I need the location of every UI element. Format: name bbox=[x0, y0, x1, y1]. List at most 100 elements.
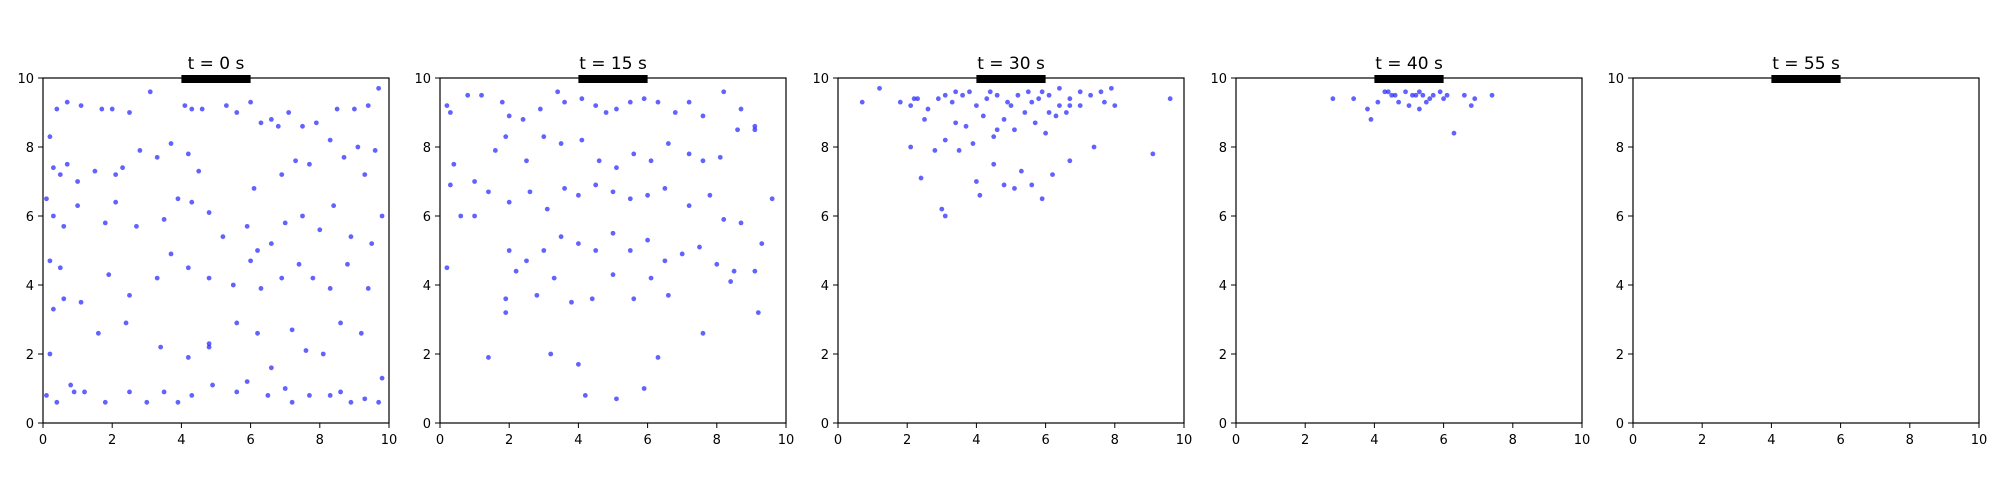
data-point bbox=[1039, 89, 1045, 95]
y-tick-label: 0 bbox=[423, 417, 431, 432]
data-point bbox=[355, 144, 361, 150]
y-tick-label: 6 bbox=[1616, 210, 1624, 225]
data-point bbox=[1451, 130, 1457, 136]
data-point bbox=[472, 213, 477, 219]
data-point bbox=[379, 375, 385, 381]
data-point bbox=[562, 186, 567, 191]
data-point bbox=[210, 382, 215, 388]
data-point bbox=[189, 393, 195, 398]
data-point bbox=[50, 306, 56, 312]
data-point bbox=[369, 241, 375, 247]
data-point bbox=[327, 393, 333, 398]
data-point bbox=[1091, 144, 1097, 150]
data-point bbox=[185, 151, 191, 157]
data-point bbox=[686, 151, 692, 157]
data-point bbox=[168, 251, 174, 257]
data-point bbox=[686, 203, 692, 209]
data-point bbox=[1001, 182, 1007, 188]
data-point bbox=[1167, 96, 1173, 102]
data-point bbox=[154, 275, 160, 281]
data-point bbox=[970, 141, 976, 146]
data-point bbox=[645, 192, 650, 198]
y-tick-label: 4 bbox=[821, 279, 829, 294]
x-tick-label: 2 bbox=[505, 433, 513, 448]
data-point bbox=[279, 275, 285, 281]
data-point bbox=[513, 268, 519, 274]
data-point bbox=[686, 99, 692, 105]
data-point bbox=[717, 154, 723, 160]
data-point bbox=[258, 286, 264, 291]
y-tick-label: 6 bbox=[26, 210, 34, 225]
y-tick-label: 8 bbox=[821, 141, 829, 156]
data-point bbox=[506, 113, 512, 119]
data-point bbox=[1413, 92, 1419, 98]
data-point bbox=[911, 96, 917, 102]
data-point bbox=[303, 348, 309, 353]
data-point bbox=[127, 292, 132, 298]
data-point bbox=[752, 127, 758, 133]
data-point bbox=[655, 99, 661, 105]
y-tick-label: 4 bbox=[423, 279, 431, 294]
y-tick-label: 0 bbox=[26, 417, 34, 432]
data-point bbox=[1039, 196, 1045, 202]
data-point bbox=[206, 275, 212, 281]
axes-frame bbox=[1632, 77, 1980, 424]
data-point bbox=[603, 110, 609, 115]
data-point bbox=[220, 234, 226, 240]
data-point bbox=[182, 103, 188, 108]
data-point bbox=[974, 103, 979, 108]
x-tick-label: 0 bbox=[1232, 433, 1240, 448]
data-point bbox=[365, 286, 371, 291]
data-point bbox=[289, 399, 295, 405]
data-point bbox=[161, 217, 167, 222]
data-point bbox=[627, 99, 633, 105]
data-point bbox=[185, 355, 191, 360]
data-point bbox=[199, 106, 205, 112]
panel-3: t = 30 s 0 2 4 6 8 10 0 2 4 6 8 10 bbox=[812, 54, 1192, 448]
data-point bbox=[310, 275, 316, 281]
x-tick-label: 0 bbox=[1629, 433, 1637, 448]
data-point bbox=[44, 196, 49, 202]
data-point bbox=[451, 161, 457, 167]
data-point bbox=[293, 158, 298, 164]
data-point bbox=[102, 220, 108, 226]
data-point bbox=[569, 299, 574, 305]
data-point bbox=[472, 179, 477, 184]
data-point bbox=[1392, 92, 1398, 98]
y-tick-label: 6 bbox=[821, 210, 829, 225]
x-tick-label: 8 bbox=[713, 433, 721, 448]
data-point bbox=[447, 182, 453, 188]
x-tick-label: 8 bbox=[316, 433, 324, 448]
data-point bbox=[1001, 117, 1007, 122]
data-point bbox=[1036, 96, 1042, 102]
axes-frame bbox=[1235, 77, 1583, 424]
data-point bbox=[1022, 110, 1028, 115]
data-point bbox=[1375, 99, 1381, 105]
data-point bbox=[527, 189, 533, 195]
data-point bbox=[1489, 92, 1495, 98]
y-tick-label: 8 bbox=[1219, 141, 1227, 156]
data-point bbox=[503, 296, 509, 302]
data-point bbox=[524, 258, 529, 264]
data-point bbox=[499, 99, 505, 105]
data-point bbox=[1150, 151, 1156, 157]
data-point bbox=[648, 158, 654, 164]
data-point bbox=[614, 396, 619, 402]
data-point bbox=[610, 272, 616, 278]
data-point bbox=[728, 279, 734, 284]
panel-5: t = 55 s 0 2 4 6 8 10 0 2 4 6 8 10 bbox=[1607, 54, 1987, 448]
data-point bbox=[123, 320, 129, 326]
data-point bbox=[379, 213, 385, 219]
data-point bbox=[251, 186, 257, 191]
y-tick-label: 10 bbox=[414, 72, 431, 87]
data-point bbox=[362, 172, 368, 178]
data-point bbox=[317, 227, 323, 233]
data-point bbox=[275, 123, 281, 129]
data-point bbox=[206, 341, 212, 347]
axes-frame bbox=[439, 77, 787, 424]
data-point bbox=[1067, 96, 1073, 102]
data-point bbox=[641, 386, 647, 391]
data-point bbox=[175, 399, 181, 405]
data-point bbox=[1029, 182, 1035, 188]
data-point bbox=[92, 168, 98, 174]
